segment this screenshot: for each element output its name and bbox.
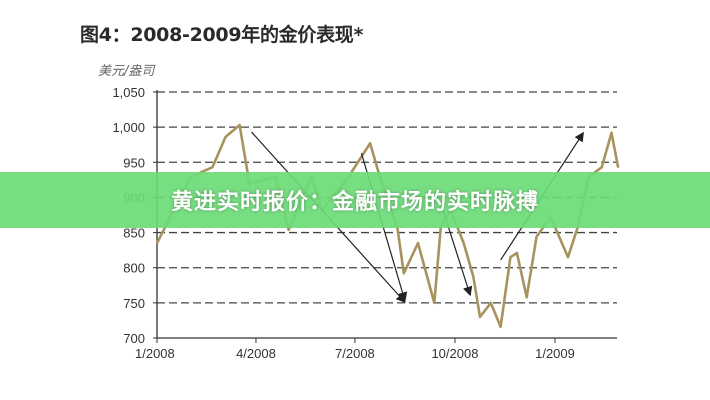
data-point (211, 166, 214, 169)
data-point (567, 256, 569, 258)
data-point (535, 235, 538, 238)
data-point (403, 272, 405, 275)
y-tick-label: 850 (123, 226, 145, 241)
data-point (610, 131, 613, 134)
data-point (499, 325, 502, 328)
data-point (509, 256, 512, 258)
y-tick-label: 1,000 (112, 120, 145, 135)
x-tick-label: 4/2008 (236, 346, 276, 361)
data-point (433, 302, 436, 304)
y-tick-label: 800 (123, 261, 145, 276)
data-point (617, 166, 619, 169)
chart-title: 图4：2008-2009年的金价表现* (80, 24, 364, 46)
data-point (238, 124, 241, 126)
headline-banner: 黄进实时报价：金融市场的实时脉搏 (0, 172, 710, 228)
y-tick-label: 750 (123, 296, 145, 311)
data-point (516, 252, 518, 254)
headline-text: 黄进实时报价：金融市场的实时脉搏 (170, 190, 539, 215)
x-tick-label: 1/2008 (135, 346, 175, 361)
data-point (462, 242, 465, 244)
x-tick-label: 1/2009 (535, 346, 575, 361)
y-tick-label: 1,050 (112, 85, 145, 100)
data-point (472, 276, 475, 278)
data-point (287, 228, 290, 231)
y-tick-label: 950 (123, 155, 145, 170)
data-point (156, 242, 158, 244)
y-tick-label: 700 (123, 331, 145, 346)
y-axis-label: 美元/盎司 (98, 64, 155, 79)
data-point (479, 316, 481, 318)
data-point (224, 136, 227, 138)
data-point (600, 166, 603, 169)
data-point (525, 296, 528, 299)
data-point (369, 142, 371, 145)
data-point (490, 302, 492, 304)
data-point (417, 242, 419, 244)
x-tick-label: 7/2008 (335, 346, 375, 361)
x-tick-label: 10/2008 (431, 346, 478, 361)
